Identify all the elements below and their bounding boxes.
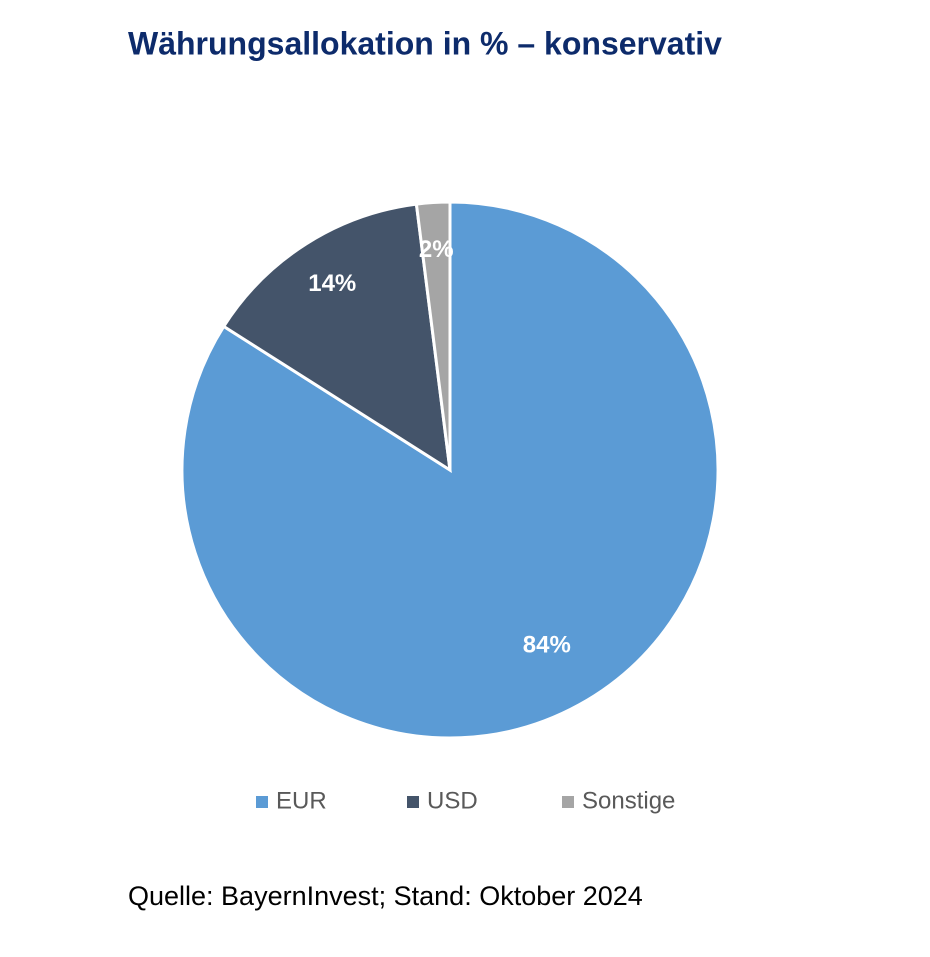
data-label: 84% [523,631,571,658]
pie-slice [414,200,452,471]
pie-slice [221,202,452,473]
legend-swatch [407,796,419,808]
legend-label: Sonstige [582,787,675,814]
source-note: Quelle: BayernInvest; Stand: Oktober 202… [128,881,643,911]
legend-label: USD [427,787,478,814]
data-label: 14% [308,270,356,297]
data-label: 2% [419,236,454,263]
legend-label: EUR [276,787,327,814]
legend-swatch [256,796,268,808]
chart-title: Währungsallokation in % – konservativ [128,25,722,61]
legend-swatch [562,796,574,808]
